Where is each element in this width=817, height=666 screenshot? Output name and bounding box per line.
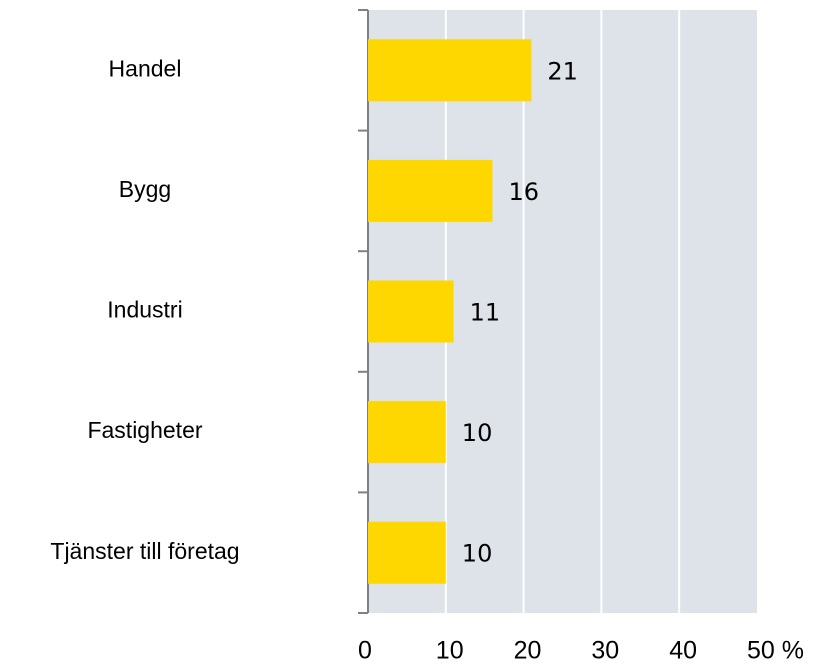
x-tick-label: 50 % [747,637,804,665]
x-tick-label: 10 [436,637,464,665]
data-label: 11 [470,299,501,327]
category-label: Handel [109,55,182,81]
bar [368,39,532,102]
category-label: Industri [107,297,182,323]
data-label: 10 [462,540,493,568]
bar [368,159,493,222]
x-tick-label: 20 [514,637,542,665]
bar [368,401,446,464]
data-label: 10 [462,419,493,447]
x-tick-label: 30 [591,637,619,665]
x-tick-label: 40 [669,637,697,665]
category-label: Bygg [119,176,171,202]
data-label: 16 [508,178,539,206]
bar [368,521,446,584]
category-label: Tjänster till företag [50,538,239,564]
x-tick-label: 0 [358,637,372,665]
category-label: Fastigheter [87,417,202,443]
bar [368,280,454,343]
data-label: 21 [547,57,578,85]
